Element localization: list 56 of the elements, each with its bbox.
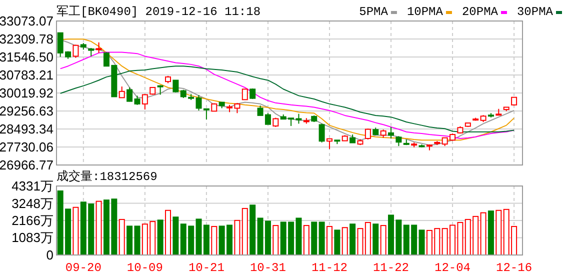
bar (488, 210, 494, 256)
bar (418, 230, 425, 256)
x-tick-label: 12-04 (434, 261, 471, 275)
x-tick-label: 10-31 (250, 261, 286, 275)
x-tick-label: 10-09 (126, 261, 163, 275)
y-tick-label: 4331万 (12, 178, 54, 194)
y-tick-label: 33073.07 (0, 14, 54, 28)
y-tick-label: 30019.92 (0, 86, 54, 100)
x-tick-label: 09-20 (65, 261, 102, 275)
bar (72, 206, 79, 256)
bar (318, 222, 325, 256)
bar (334, 230, 340, 256)
y-tick-label: 30783.21 (0, 68, 54, 82)
y-tick-label: 2166万 (12, 212, 54, 228)
bar (234, 220, 240, 256)
y-tick-label: 32309.78 (0, 32, 54, 46)
chart-title: 成交量:18312569 (56, 169, 158, 184)
y-tick-label: 0 (46, 248, 54, 262)
bar (242, 208, 248, 256)
legend-label: 10PMA (406, 5, 444, 19)
bar (380, 225, 386, 256)
y-tick-label: 27730.06 (0, 140, 54, 154)
bar (342, 227, 348, 256)
bar (303, 225, 310, 256)
bar (496, 210, 502, 256)
y-tick-label: 3248万 (12, 196, 54, 211)
bar (311, 222, 318, 256)
y-tick-label: 31546.50 (0, 50, 54, 64)
y-tick-label: 1083万 (12, 230, 54, 246)
bar (250, 204, 256, 256)
y-tick-label: 29256.63 (0, 104, 54, 118)
y-tick-label: 28493.34 (0, 122, 54, 136)
legend-label: 30PMA (516, 5, 554, 19)
bar (165, 210, 171, 256)
bar (157, 220, 164, 256)
bar (326, 226, 332, 256)
bar (350, 224, 356, 256)
chart-title: 军工[BK0490] 2019-12-16 11:18 (56, 5, 261, 19)
legend-label: 20PMA (462, 5, 499, 19)
bar (364, 222, 371, 256)
bar (211, 226, 218, 256)
candlestick (388, 126, 394, 139)
y-tick-label: 26966.77 (0, 158, 54, 172)
line-series (60, 66, 515, 132)
bar (372, 224, 379, 256)
x-tick-label: 11-12 (311, 261, 348, 275)
x-tick-label: 12-16 (496, 261, 532, 275)
bar (96, 200, 102, 256)
bar (118, 218, 125, 256)
x-tick-label: 11-22 (372, 261, 410, 275)
bar (172, 216, 179, 256)
x-tick-label: 10-21 (188, 261, 224, 275)
bar (357, 228, 364, 256)
legend-label: 5PMA (359, 5, 389, 19)
bar (272, 225, 279, 256)
bar (480, 212, 486, 256)
